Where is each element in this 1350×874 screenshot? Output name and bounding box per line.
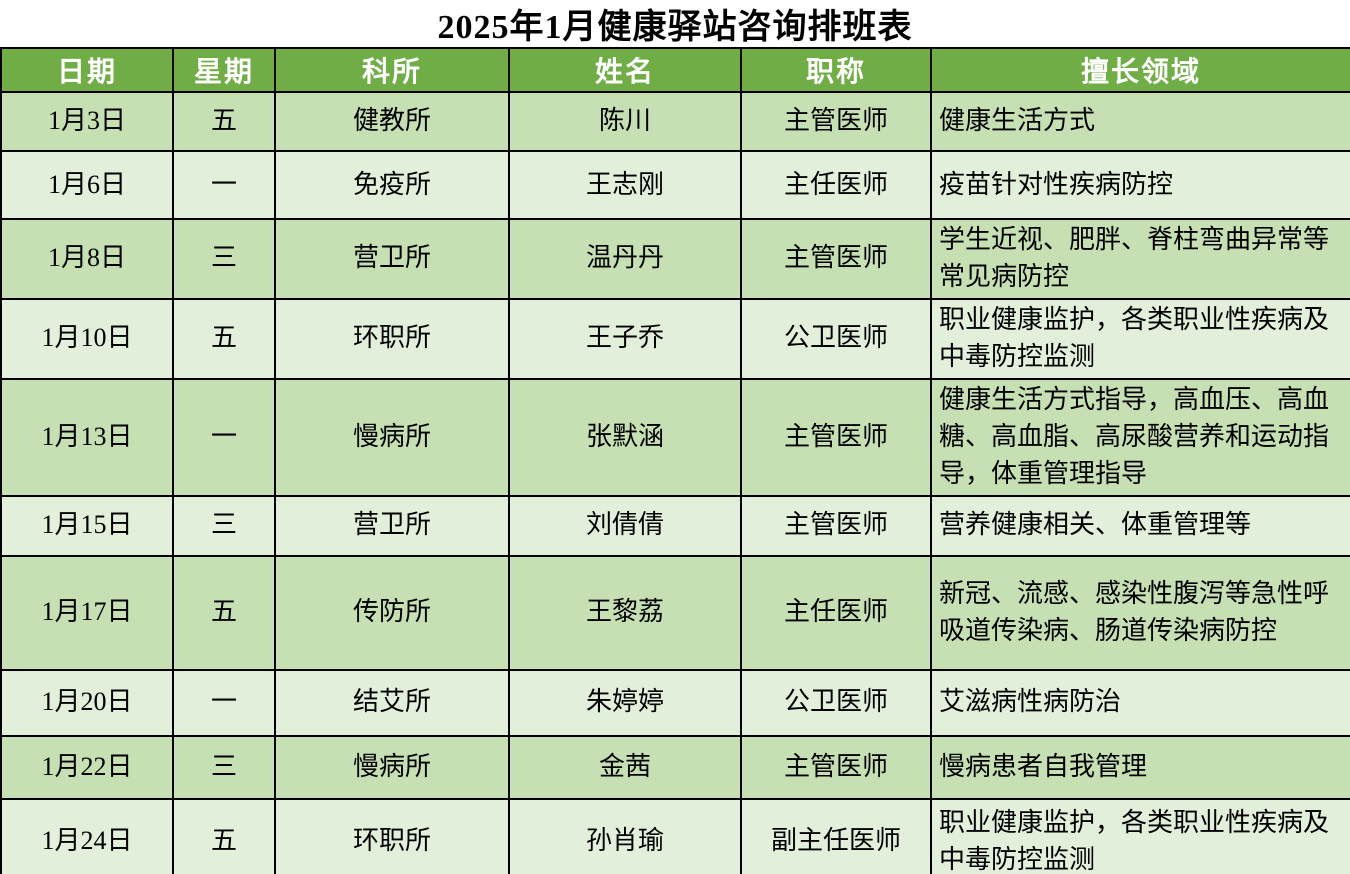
cell-weekday: 五	[172, 554, 276, 671]
cell-date: 1月3日	[0, 91, 174, 152]
cell-weekday: 五	[172, 297, 276, 380]
cell-department: 慢病所	[274, 377, 510, 497]
cell-job-title: 主管医师	[740, 494, 932, 557]
schedule-table: 日期 星期 科所 姓名 职称 擅长领域 1月3日五健教所 陈川 主管医师 健康生活方式…	[0, 47, 1350, 874]
cell-expertise: 疫苗针对性疾病防控	[930, 150, 1350, 220]
column-header-department: 科所	[274, 47, 510, 93]
cell-expertise: 慢病患者自我管理	[930, 734, 1350, 800]
table-row: 1月17日五传防所 王黎荔 主任医师 新冠、流感、感染性腹泻等急性呼吸道传染病、肠道传…	[0, 554, 1350, 671]
cell-department: 营卫所	[274, 494, 510, 557]
cell-weekday: 五	[172, 797, 276, 874]
cell-department: 传防所	[274, 554, 510, 671]
cell-date: 1月15日	[0, 494, 174, 557]
cell-expertise: 新冠、流感、感染性腹泻等急性呼吸道传染病、肠道传染病防控	[930, 554, 1350, 671]
table-row: 1月10日五环职所 王子乔 公卫医师 职业健康监护，各类职业性疾病及中毒防控监测	[0, 297, 1350, 380]
cell-job-title: 主任医师	[740, 150, 932, 220]
cell-date: 1月10日	[0, 297, 174, 380]
cell-job-title: 副主任医师	[740, 797, 932, 874]
cell-date: 1月8日	[0, 218, 174, 300]
cell-department: 结艾所	[274, 668, 510, 737]
cell-department: 健教所	[274, 91, 510, 152]
column-header-expertise: 擅长领域	[930, 47, 1350, 93]
cell-name: 朱婷婷	[508, 668, 742, 737]
cell-name: 刘倩倩	[508, 494, 742, 557]
table-row: 1月3日五健教所 陈川 主管医师 健康生活方式	[0, 91, 1350, 152]
cell-date: 1月6日	[0, 150, 174, 220]
cell-weekday: 一	[172, 150, 276, 220]
table-body: 1月3日五健教所 陈川 主管医师 健康生活方式 1月6日一免疫所 王志刚 主任医师 疫苗针对性…	[0, 91, 1350, 874]
page-title: 2025年1月健康驿站咨询排班表	[437, 9, 913, 46]
column-header-name: 姓名	[508, 47, 742, 93]
cell-weekday: 三	[172, 494, 276, 557]
cell-expertise: 健康生活方式	[930, 91, 1350, 152]
cell-date: 1月24日	[0, 797, 174, 874]
table-row: 1月24日五环职所 孙肖瑜 副主任医师 职业健康监护，各类职业性疾病及中毒防控监测	[0, 797, 1350, 874]
column-header-date: 日期	[0, 47, 174, 93]
cell-expertise: 营养健康相关、体重管理等	[930, 494, 1350, 557]
cell-date: 1月22日	[0, 734, 174, 800]
cell-name: 张默涵	[508, 377, 742, 497]
cell-expertise: 艾滋病性病防治	[930, 668, 1350, 737]
cell-job-title: 主管医师	[740, 377, 932, 497]
cell-job-title: 公卫医师	[740, 297, 932, 380]
table-row: 1月6日一免疫所 王志刚 主任医师 疫苗针对性疾病防控	[0, 150, 1350, 220]
column-header-weekday: 星期	[172, 47, 276, 93]
cell-job-title: 公卫医师	[740, 668, 932, 737]
table-row: 1月13日一慢病所 张默涵 主管医师 健康生活方式指导，高血压、高血糖、高血脂、高尿酸…	[0, 377, 1350, 497]
cell-job-title: 主任医师	[740, 554, 932, 671]
cell-job-title: 主管医师	[740, 91, 932, 152]
cell-name: 金茜	[508, 734, 742, 800]
cell-name: 孙肖瑜	[508, 797, 742, 874]
cell-expertise: 学生近视、肥胖、脊柱弯曲异常等常见病防控	[930, 218, 1350, 300]
cell-job-title: 主管医师	[740, 218, 932, 300]
cell-name: 王志刚	[508, 150, 742, 220]
column-header-job-title: 职称	[740, 47, 932, 93]
table-row: 1月22日三慢病所 金茜 主管医师 慢病患者自我管理	[0, 734, 1350, 800]
cell-date: 1月17日	[0, 554, 174, 671]
cell-weekday: 一	[172, 377, 276, 497]
cell-department: 免疫所	[274, 150, 510, 220]
table-row: 1月15日三营卫所 刘倩倩 主管医师 营养健康相关、体重管理等	[0, 494, 1350, 557]
table-row: 1月20日一结艾所 朱婷婷 公卫医师 艾滋病性病防治	[0, 668, 1350, 737]
cell-weekday: 五	[172, 91, 276, 152]
table-header-row: 日期 星期 科所 姓名 职称 擅长领域	[0, 47, 1350, 93]
cell-expertise: 健康生活方式指导，高血压、高血糖、高血脂、高尿酸营养和运动指导，体重管理指导	[930, 377, 1350, 497]
cell-department: 环职所	[274, 297, 510, 380]
cell-date: 1月20日	[0, 668, 174, 737]
cell-weekday: 一	[172, 668, 276, 737]
cell-expertise: 职业健康监护，各类职业性疾病及中毒防控监测	[930, 297, 1350, 380]
cell-name: 温丹丹	[508, 218, 742, 300]
cell-weekday: 三	[172, 218, 276, 300]
table-row: 1月8日三营卫所 温丹丹 主管医师 学生近视、肥胖、脊柱弯曲异常等常见病防控	[0, 218, 1350, 300]
cell-department: 慢病所	[274, 734, 510, 800]
cell-date: 1月13日	[0, 377, 174, 497]
cell-name: 王子乔	[508, 297, 742, 380]
cell-weekday: 三	[172, 734, 276, 800]
cell-department: 营卫所	[274, 218, 510, 300]
cell-expertise: 职业健康监护，各类职业性疾病及中毒防控监测	[930, 797, 1350, 874]
cell-job-title: 主管医师	[740, 734, 932, 800]
cell-department: 环职所	[274, 797, 510, 874]
cell-name: 陈川	[508, 91, 742, 152]
cell-name: 王黎荔	[508, 554, 742, 671]
